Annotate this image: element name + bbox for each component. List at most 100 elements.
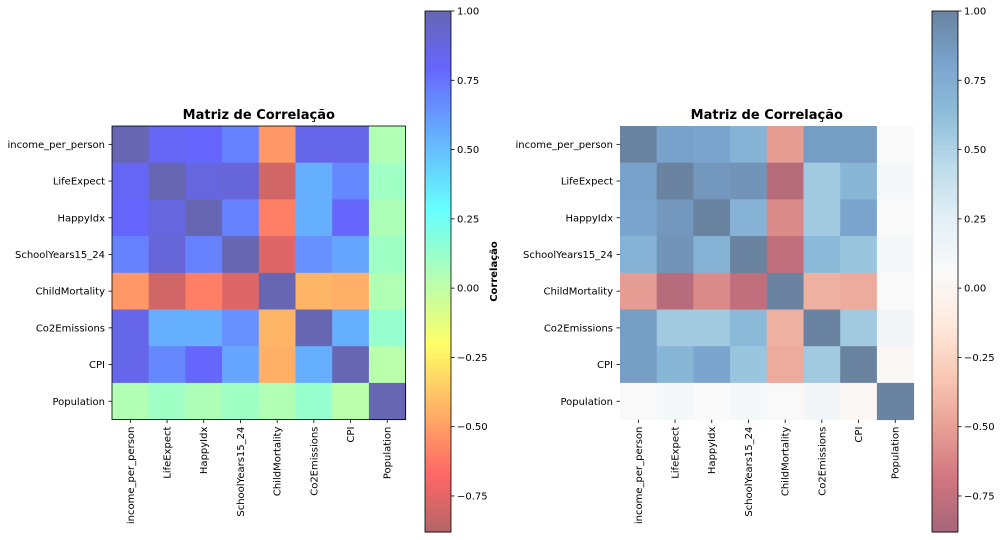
colorbar-segment [425, 514, 451, 520]
colorbar-segment [425, 475, 451, 481]
heatmap-cell [368, 162, 407, 200]
colorbar-segment [932, 162, 958, 168]
colorbar-segment [425, 110, 451, 116]
colorbar-segment [932, 327, 958, 333]
heatmap-cell [876, 199, 915, 237]
colorbar-segment [932, 184, 958, 190]
heatmap-cell [332, 309, 370, 347]
colorbar-segment [932, 410, 958, 416]
heatmap-cell [620, 382, 658, 421]
colorbar-segment [425, 158, 451, 164]
x-tick-label: LifeExpect [163, 427, 174, 479]
colorbar-segment [932, 510, 958, 516]
colorbar-segment [932, 236, 958, 242]
colorbar-segment [932, 497, 958, 503]
colorbar-segment [425, 162, 451, 168]
heatmap-cell [693, 236, 731, 274]
colorbar-segment [932, 466, 958, 472]
heatmap-cell [258, 309, 296, 347]
colorbar-segment [425, 145, 451, 151]
colorbar-segment [425, 80, 451, 86]
heatmap-cell [876, 162, 915, 200]
colorbar-segment [425, 523, 451, 529]
heatmap-cell [332, 236, 370, 274]
colorbar-segment [425, 371, 451, 377]
heatmap-cell [295, 382, 333, 421]
colorbar-frame-1 [931, 10, 959, 533]
x-tick-label: ChildMortality [273, 427, 284, 497]
colorbar-segment [932, 241, 958, 247]
heatmap-cell [112, 236, 150, 274]
heatmap-cells-0 [112, 126, 407, 421]
heatmap-cell [730, 309, 768, 347]
heatmap-cell [258, 126, 296, 164]
heatmap-cell [656, 236, 694, 274]
heatmap-cell [295, 162, 333, 200]
heatmap-cell [332, 382, 370, 421]
colorbar-segment [932, 228, 958, 234]
colorbar-segment [932, 310, 958, 316]
heatmap-cell [185, 272, 223, 310]
heatmap-cell [368, 126, 407, 164]
colorbar-segment [932, 358, 958, 364]
colorbar-segment [932, 384, 958, 390]
heatmap-cell [693, 162, 731, 200]
colorbar-segment [932, 119, 958, 125]
colorbar-frame-0 [424, 10, 452, 533]
colorbar-segment [932, 254, 958, 260]
colorbar-segment [425, 128, 451, 134]
heatmap-cell [295, 126, 333, 164]
heatmap-cell [656, 126, 694, 164]
x-tick-label: income_per_person [126, 427, 137, 525]
colorbar-segment [425, 501, 451, 507]
colorbar-segment [932, 245, 958, 251]
heatmap-cell [766, 309, 804, 347]
colorbar-segment [425, 353, 451, 359]
colorbar-segment [425, 423, 451, 429]
heatmap-cell [185, 309, 223, 347]
axes-frame-0 [111, 125, 407, 421]
colorbar-segment [932, 136, 958, 142]
colorbar-segment [425, 427, 451, 433]
colorbar-segment [932, 193, 958, 199]
colorbar-segment [932, 19, 958, 25]
heatmap-cell [620, 199, 658, 237]
colorbar-segment [425, 71, 451, 77]
colorbar-segment [932, 271, 958, 277]
heatmap-cell [730, 382, 768, 421]
heatmap-cell [112, 272, 150, 310]
x-tick-label: Population [383, 427, 394, 480]
colorbar-segment [932, 332, 958, 338]
heatmap-cell [693, 309, 731, 347]
colorbar-segment [425, 189, 451, 194]
y-tick-label: Population [52, 397, 105, 408]
colorbar-segment [425, 436, 451, 442]
colorbar-segment [425, 11, 451, 16]
colorbar-segment [932, 306, 958, 312]
colorbar-segment [425, 258, 451, 264]
colorbar-segment [932, 84, 958, 90]
colorbar-segment [425, 410, 451, 416]
colorbar-segment [425, 432, 451, 438]
colorbar-segment [425, 54, 451, 60]
colorbar-segment [932, 58, 958, 64]
colorbar-segment [932, 110, 958, 116]
colorbar-segment [932, 319, 958, 325]
heatmap-cell [368, 272, 407, 310]
heatmap-cell [295, 236, 333, 274]
colorbar-segment [932, 54, 958, 60]
colorbar-segment [425, 497, 451, 503]
colorbar-segment [932, 293, 958, 299]
colorbar-segment [932, 180, 958, 186]
colorbar-segment [425, 288, 451, 294]
heatmap-cell [112, 382, 150, 421]
colorbar-segment [425, 197, 451, 203]
colorbar-segment [425, 319, 451, 325]
colorbar-segment [932, 93, 958, 99]
colorbar-segment [425, 518, 451, 524]
colorbar-segment [932, 11, 958, 16]
colorbar-segment [932, 67, 958, 73]
colorbar-segment [932, 106, 958, 112]
colorbar-segment [425, 45, 451, 51]
colorbar-segment [425, 527, 451, 533]
